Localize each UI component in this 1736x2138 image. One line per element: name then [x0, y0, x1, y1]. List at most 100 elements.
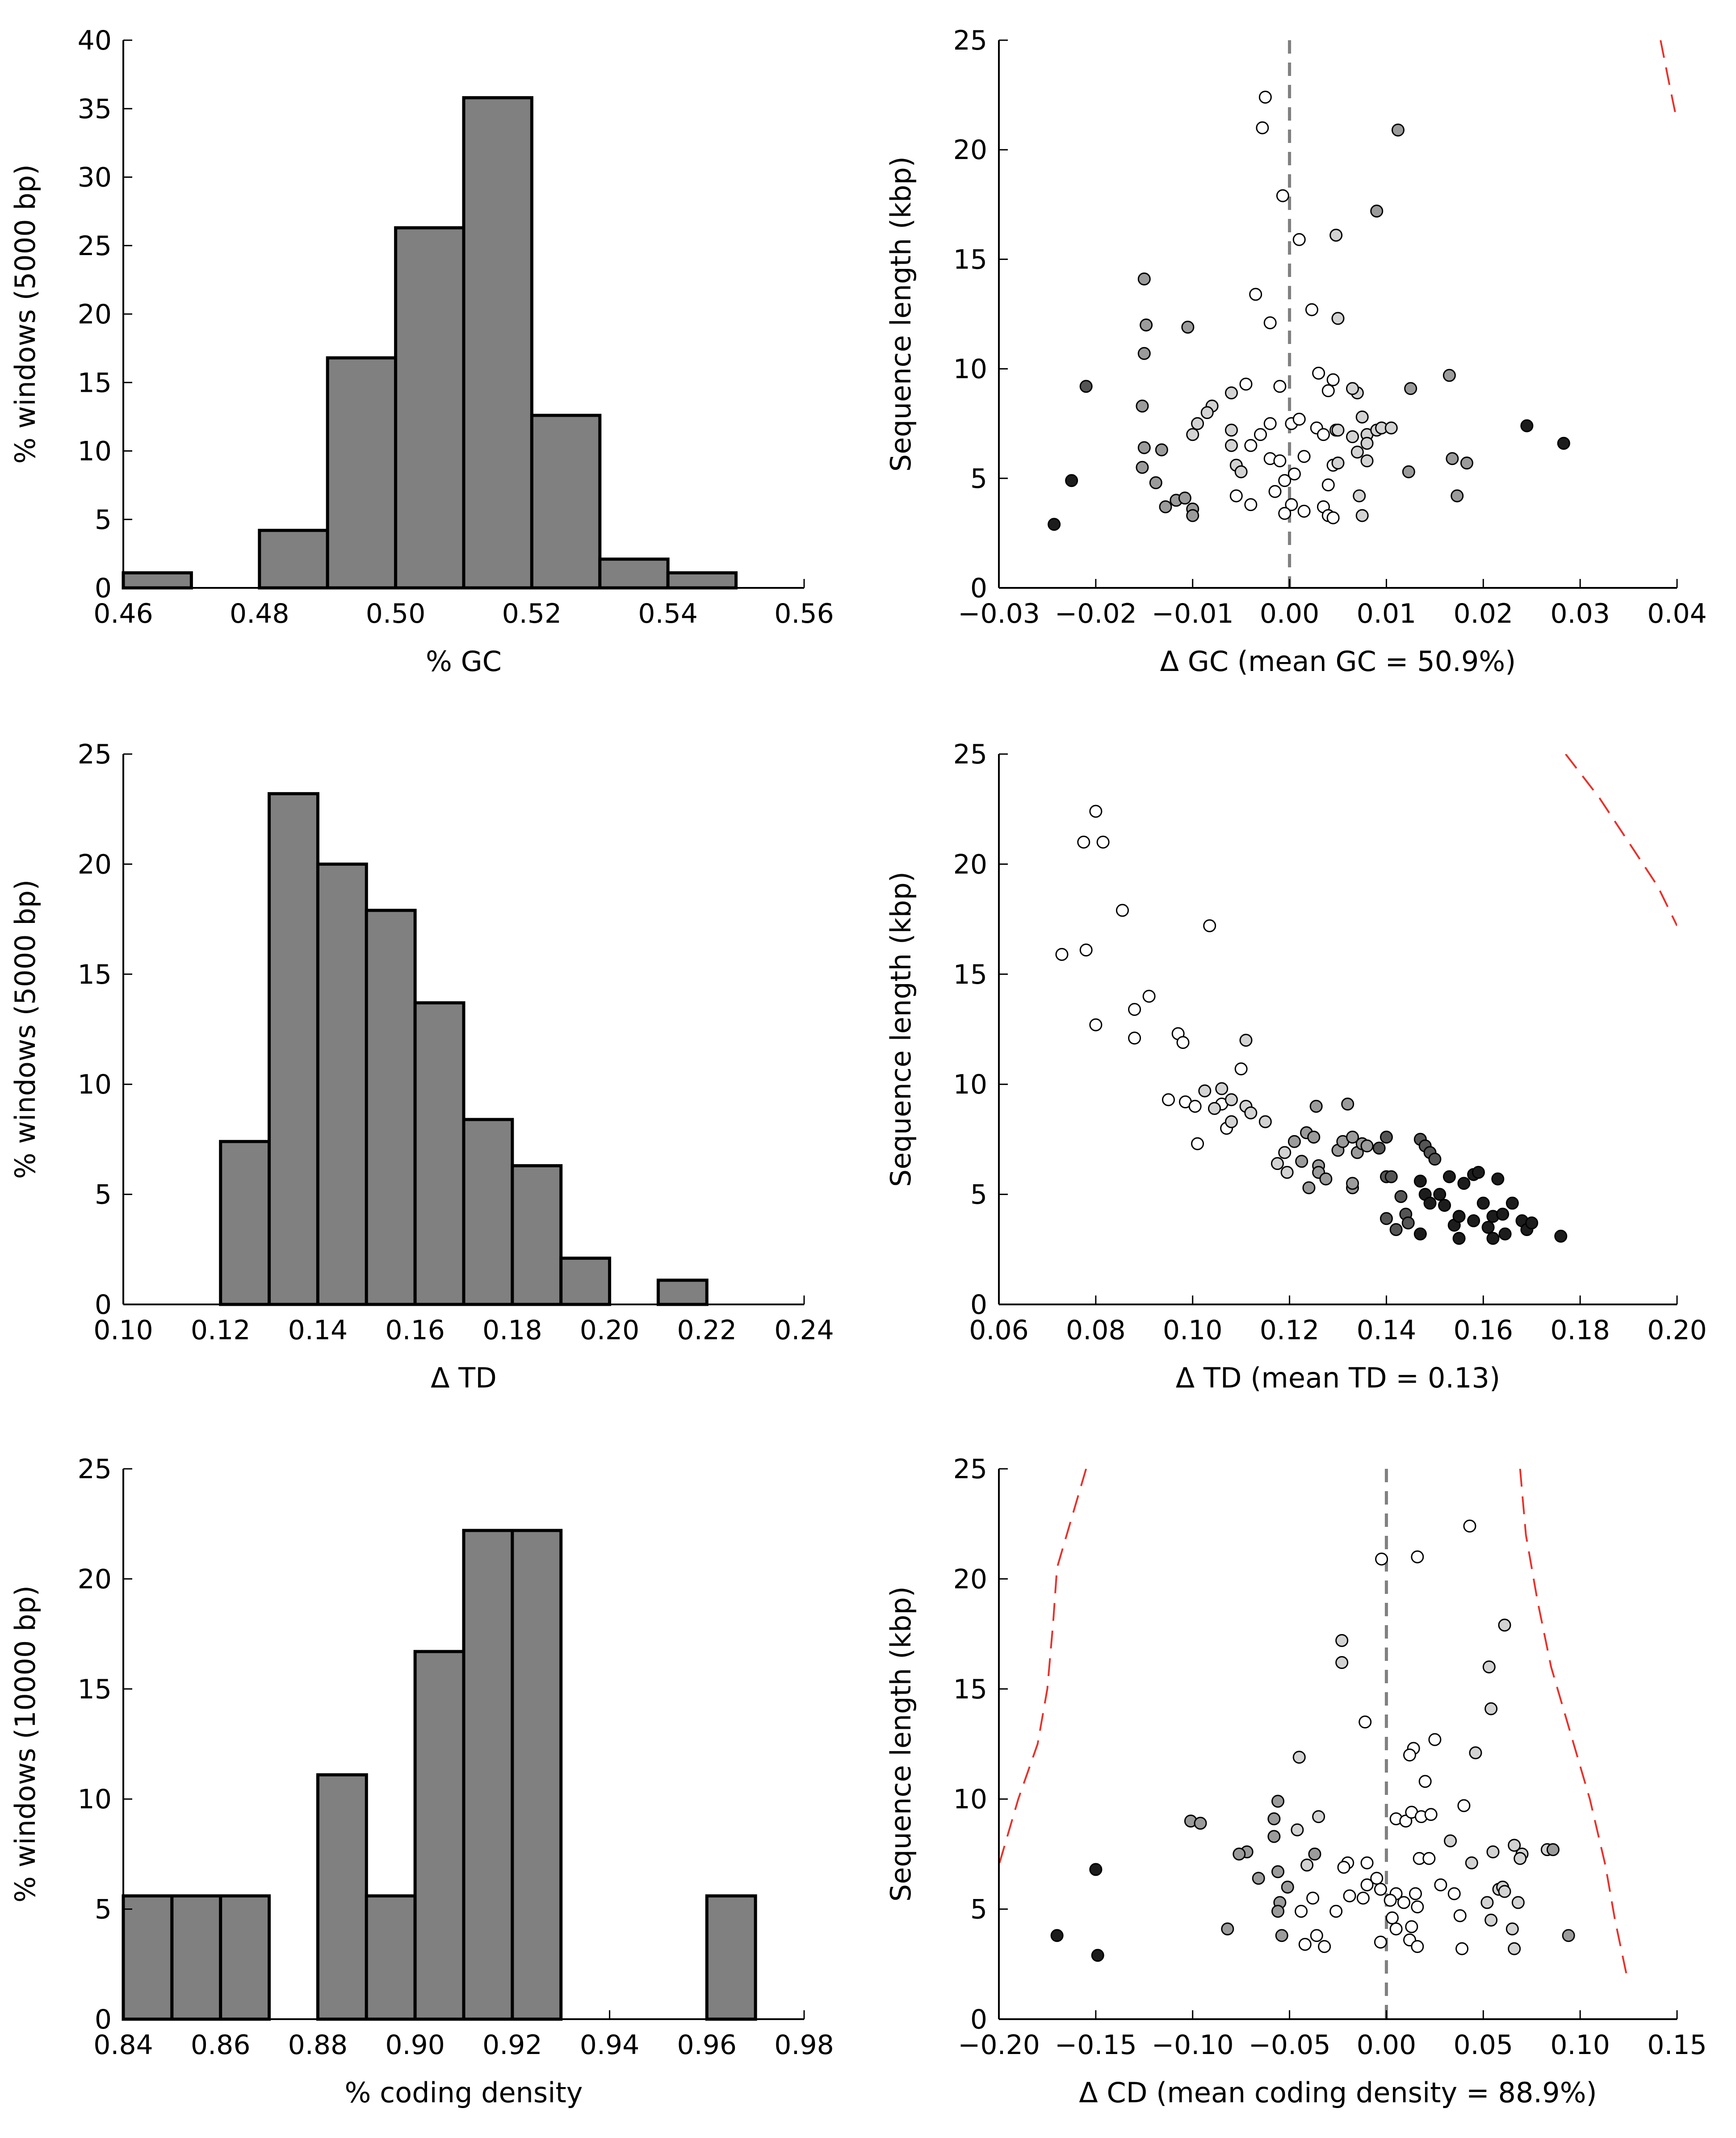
- panel-hist-gc: 0.46 0.48 0.50 0.52 0.54 0.56 0 5 10 15 20 25 30 35 40…: [9, 25, 834, 678]
- scatter-point: [1486, 1845, 1500, 1858]
- scatter-point: [1409, 1887, 1422, 1900]
- histogram-bar: [268, 792, 319, 1306]
- y-tick-label: 5: [970, 463, 987, 495]
- scatter-point: [1457, 1177, 1471, 1190]
- scatter-point: [1402, 465, 1415, 478]
- panel-scatter-td: 0.06 0.08 0.10 0.12 0.14 0.16 0.18 0.20 0 5 10 15 20…: [885, 739, 1707, 1394]
- y-axis-label: % windows (10000 bp): [9, 1585, 42, 1903]
- scatter-point: [1399, 1814, 1413, 1828]
- scatter-point: [1496, 1207, 1510, 1221]
- y-tick-label: 30: [78, 162, 112, 193]
- x-tick-label: 0.94: [580, 2029, 640, 2061]
- scatter-point: [1331, 423, 1345, 437]
- scatter-point: [1224, 439, 1238, 452]
- plot-area: [1048, 40, 1677, 588]
- scatter-point: [1413, 1174, 1427, 1188]
- scatter-point: [1491, 1172, 1505, 1186]
- y-tick-label: 15: [953, 959, 987, 990]
- y-tick-label: 20: [78, 849, 112, 880]
- scatter-point: [1562, 1929, 1575, 1942]
- scatter-point: [1335, 1634, 1349, 1647]
- y-tick-label: 0: [95, 573, 112, 604]
- x-axis-label: Δ TD: [431, 1362, 497, 1394]
- histogram-bar: [656, 1279, 709, 1306]
- scatter-point: [1244, 1106, 1258, 1119]
- scatter-point: [1234, 465, 1248, 478]
- scatter-point: [1136, 399, 1149, 413]
- histogram-bar: [462, 1118, 514, 1306]
- scatter-point: [1256, 121, 1269, 134]
- scatter-point: [1403, 1748, 1416, 1762]
- panel-hist-td: 0.10 0.12 0.14 0.16 0.18 0.20 0.22 0.24 0 5 10 15 20…: [9, 739, 834, 1394]
- threshold-curve: [1660, 40, 1677, 122]
- x-tick-label: 0.92: [482, 2029, 542, 2061]
- scatter-point: [1353, 489, 1366, 503]
- scatter-point: [1176, 1036, 1190, 1049]
- x-tick-label: 0.46: [93, 598, 153, 629]
- histogram-bar: [666, 571, 738, 590]
- scatter-point: [1281, 1880, 1294, 1894]
- scatter-point: [1331, 312, 1345, 325]
- scatter-point: [1326, 511, 1340, 524]
- scatter-point: [1505, 1196, 1519, 1210]
- histogram-bar: [258, 528, 329, 590]
- scatter-point: [1442, 369, 1456, 382]
- x-axis-label: Δ GC (mean GC = 50.9%): [1160, 645, 1516, 678]
- x-tick-label: 0.84: [93, 2029, 153, 2061]
- x-tick-label: 0.16: [1453, 1315, 1513, 1346]
- scatter-point: [1208, 1102, 1221, 1115]
- x-tick-label: 0.20: [580, 1315, 640, 1346]
- scatter-point: [1498, 1618, 1511, 1632]
- scatter-point: [1455, 1942, 1469, 1955]
- scatter-point: [1292, 233, 1306, 246]
- scatter-point: [1525, 1216, 1539, 1230]
- y-tick-label: 25: [953, 25, 987, 56]
- x-tick-label: 0.18: [482, 1315, 542, 1346]
- scatter-point: [1520, 419, 1534, 432]
- x-tick-label: 0.14: [1357, 1315, 1417, 1346]
- y-tick-label: 10: [953, 1784, 987, 1815]
- histogram-bar: [559, 1257, 612, 1306]
- x-tick-label: 0.52: [502, 598, 562, 629]
- scatter-point: [1273, 380, 1287, 393]
- x-tick-label: 0.22: [677, 1315, 737, 1346]
- scatter-point: [1149, 476, 1162, 490]
- scatter-point: [1224, 1093, 1238, 1107]
- scatter-point: [1321, 478, 1335, 492]
- y-axis-label: % windows (5000 bp): [9, 880, 42, 1179]
- x-axis-label: Δ TD (mean TD = 0.13): [1176, 1362, 1500, 1394]
- bars: [122, 1529, 757, 2021]
- threshold-curve: [1565, 754, 1677, 926]
- y-axis-label: Sequence length (kbp): [885, 1586, 917, 1902]
- scatter-point: [1355, 410, 1369, 423]
- scatter-point: [1486, 1232, 1500, 1245]
- scatter-point: [1140, 319, 1153, 332]
- scatter-point: [1115, 904, 1129, 917]
- scatter-point: [1307, 1130, 1321, 1144]
- scatter-point: [1312, 1810, 1325, 1824]
- y-axis-label: Sequence length (kbp): [885, 156, 917, 472]
- scatter-point: [1482, 1660, 1496, 1674]
- scatter-point: [1350, 445, 1364, 459]
- scatter-point: [1337, 1861, 1350, 1874]
- scatter-point: [1384, 421, 1398, 435]
- y-tick-label: 10: [953, 354, 987, 385]
- y-tick-label: 10: [78, 1069, 112, 1100]
- scatter-point: [1394, 1190, 1408, 1203]
- scatter-point: [1467, 1214, 1480, 1228]
- scatter-point: [1128, 1031, 1141, 1045]
- scatter-point: [1498, 1885, 1511, 1898]
- y-tick-label: 0: [970, 1289, 987, 1321]
- scatter-point: [1423, 1196, 1437, 1210]
- y-tick-label: 0: [95, 1289, 112, 1321]
- scatter-point: [1411, 1900, 1424, 1914]
- scatter-point: [1271, 1157, 1284, 1170]
- y-axis-label: Sequence length (kbp): [885, 872, 917, 1187]
- scatter-point: [1463, 1519, 1476, 1533]
- y-tick-label: 20: [953, 849, 987, 880]
- scatter-point: [1137, 347, 1151, 360]
- scatter-point: [1465, 1856, 1478, 1870]
- scatter-point: [1155, 443, 1168, 457]
- y-tick-label: 20: [78, 299, 112, 330]
